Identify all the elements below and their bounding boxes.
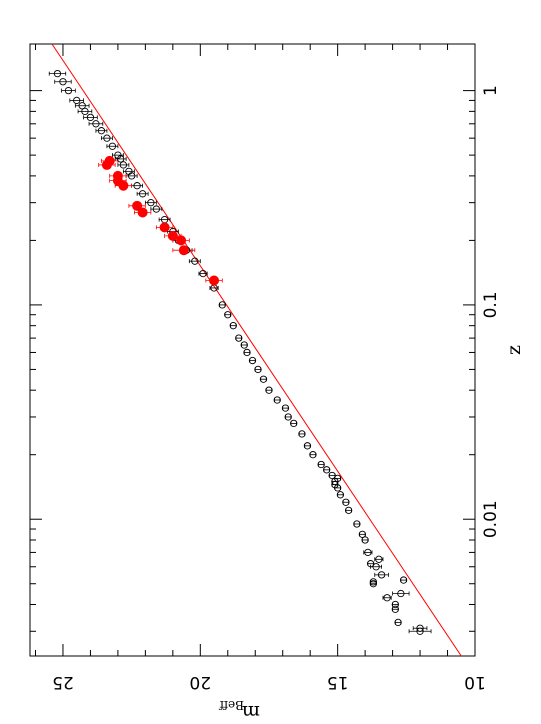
axis-ticks xyxy=(30,44,476,656)
data-point-highlight xyxy=(178,245,189,256)
data-point xyxy=(317,460,325,469)
data-point xyxy=(235,334,243,342)
data-point-highlight xyxy=(159,222,170,233)
y-tick-label: 20 xyxy=(189,672,211,692)
x-tick-label: 0.01 xyxy=(481,500,501,538)
y-tick-label: 15 xyxy=(327,672,349,692)
data-point-highlight xyxy=(104,155,115,166)
data-point xyxy=(81,107,89,116)
data-point xyxy=(254,365,262,374)
data-point xyxy=(138,190,147,198)
data-point xyxy=(397,589,405,598)
fit-line-group xyxy=(51,43,462,657)
data-point xyxy=(147,199,155,207)
data-point xyxy=(416,627,424,635)
data-point xyxy=(59,78,67,86)
data-point xyxy=(334,474,342,483)
data-point xyxy=(108,142,117,150)
data-point xyxy=(394,618,402,627)
data-point-highlight xyxy=(132,200,143,211)
data-point xyxy=(358,530,367,538)
data-point xyxy=(298,430,306,438)
data-point xyxy=(114,151,122,159)
data-point xyxy=(344,506,353,514)
data-point xyxy=(243,348,251,357)
data-point-highlight xyxy=(112,170,123,181)
data-point xyxy=(240,341,248,349)
x-tick-label: 1 xyxy=(481,85,501,96)
data-point xyxy=(361,536,369,544)
data-point xyxy=(259,375,268,383)
data-point xyxy=(331,480,339,489)
tick-labels-group: 0.01 0.1 1 10 15 20 25 xyxy=(52,85,501,692)
error-bars-group xyxy=(48,71,432,634)
data-point xyxy=(377,571,386,579)
data-points-group xyxy=(53,69,424,635)
data-point xyxy=(364,548,372,557)
y-tick-label: 10 xyxy=(464,672,486,692)
data-point xyxy=(303,442,312,450)
data-point xyxy=(375,555,383,563)
y-axis-title-sub: Beff xyxy=(218,698,244,712)
data-point xyxy=(372,563,380,571)
fit-line xyxy=(51,43,462,657)
data-point-highlight xyxy=(209,275,220,286)
data-point xyxy=(342,498,350,506)
data-point xyxy=(391,600,399,609)
data-point-highlight xyxy=(167,230,178,241)
data-point xyxy=(369,580,378,588)
data-point xyxy=(86,113,95,122)
data-point xyxy=(323,466,331,474)
data-point xyxy=(97,127,106,135)
data-point xyxy=(229,322,237,330)
data-point xyxy=(309,451,317,459)
data-point xyxy=(391,605,399,613)
x-tick-label: 0.1 xyxy=(481,291,501,318)
data-point xyxy=(383,594,391,602)
data-point xyxy=(152,205,161,213)
data-point xyxy=(125,167,133,175)
x-axis-title: z xyxy=(503,345,525,355)
data-point xyxy=(290,419,298,428)
plot-frame xyxy=(29,43,476,657)
data-point xyxy=(416,624,424,632)
data-point xyxy=(224,311,232,319)
data-point xyxy=(218,301,226,309)
data-point xyxy=(281,404,290,412)
data-point xyxy=(199,269,207,278)
data-point xyxy=(369,578,378,586)
y-tick-label: 25 xyxy=(52,672,74,692)
data-point xyxy=(64,86,73,95)
data-point xyxy=(248,356,257,365)
data-point xyxy=(133,182,141,190)
data-point xyxy=(353,520,361,528)
data-point xyxy=(119,161,128,169)
data-point xyxy=(366,560,375,568)
y-axis-title: m Beff xyxy=(218,698,260,723)
data-point xyxy=(336,491,345,499)
data-point xyxy=(92,120,100,128)
data-point xyxy=(73,96,81,105)
data-point xyxy=(191,257,199,265)
y-axis-title-main: m xyxy=(242,701,260,723)
data-point-highlight xyxy=(176,235,187,246)
data-point-highlight xyxy=(137,207,148,218)
data-point xyxy=(265,386,273,394)
data-point xyxy=(103,134,111,142)
data-point xyxy=(399,576,408,584)
data-point xyxy=(284,413,292,421)
data-point xyxy=(53,69,62,78)
data-point xyxy=(328,471,336,480)
data-point xyxy=(78,102,86,110)
data-point xyxy=(273,396,281,404)
